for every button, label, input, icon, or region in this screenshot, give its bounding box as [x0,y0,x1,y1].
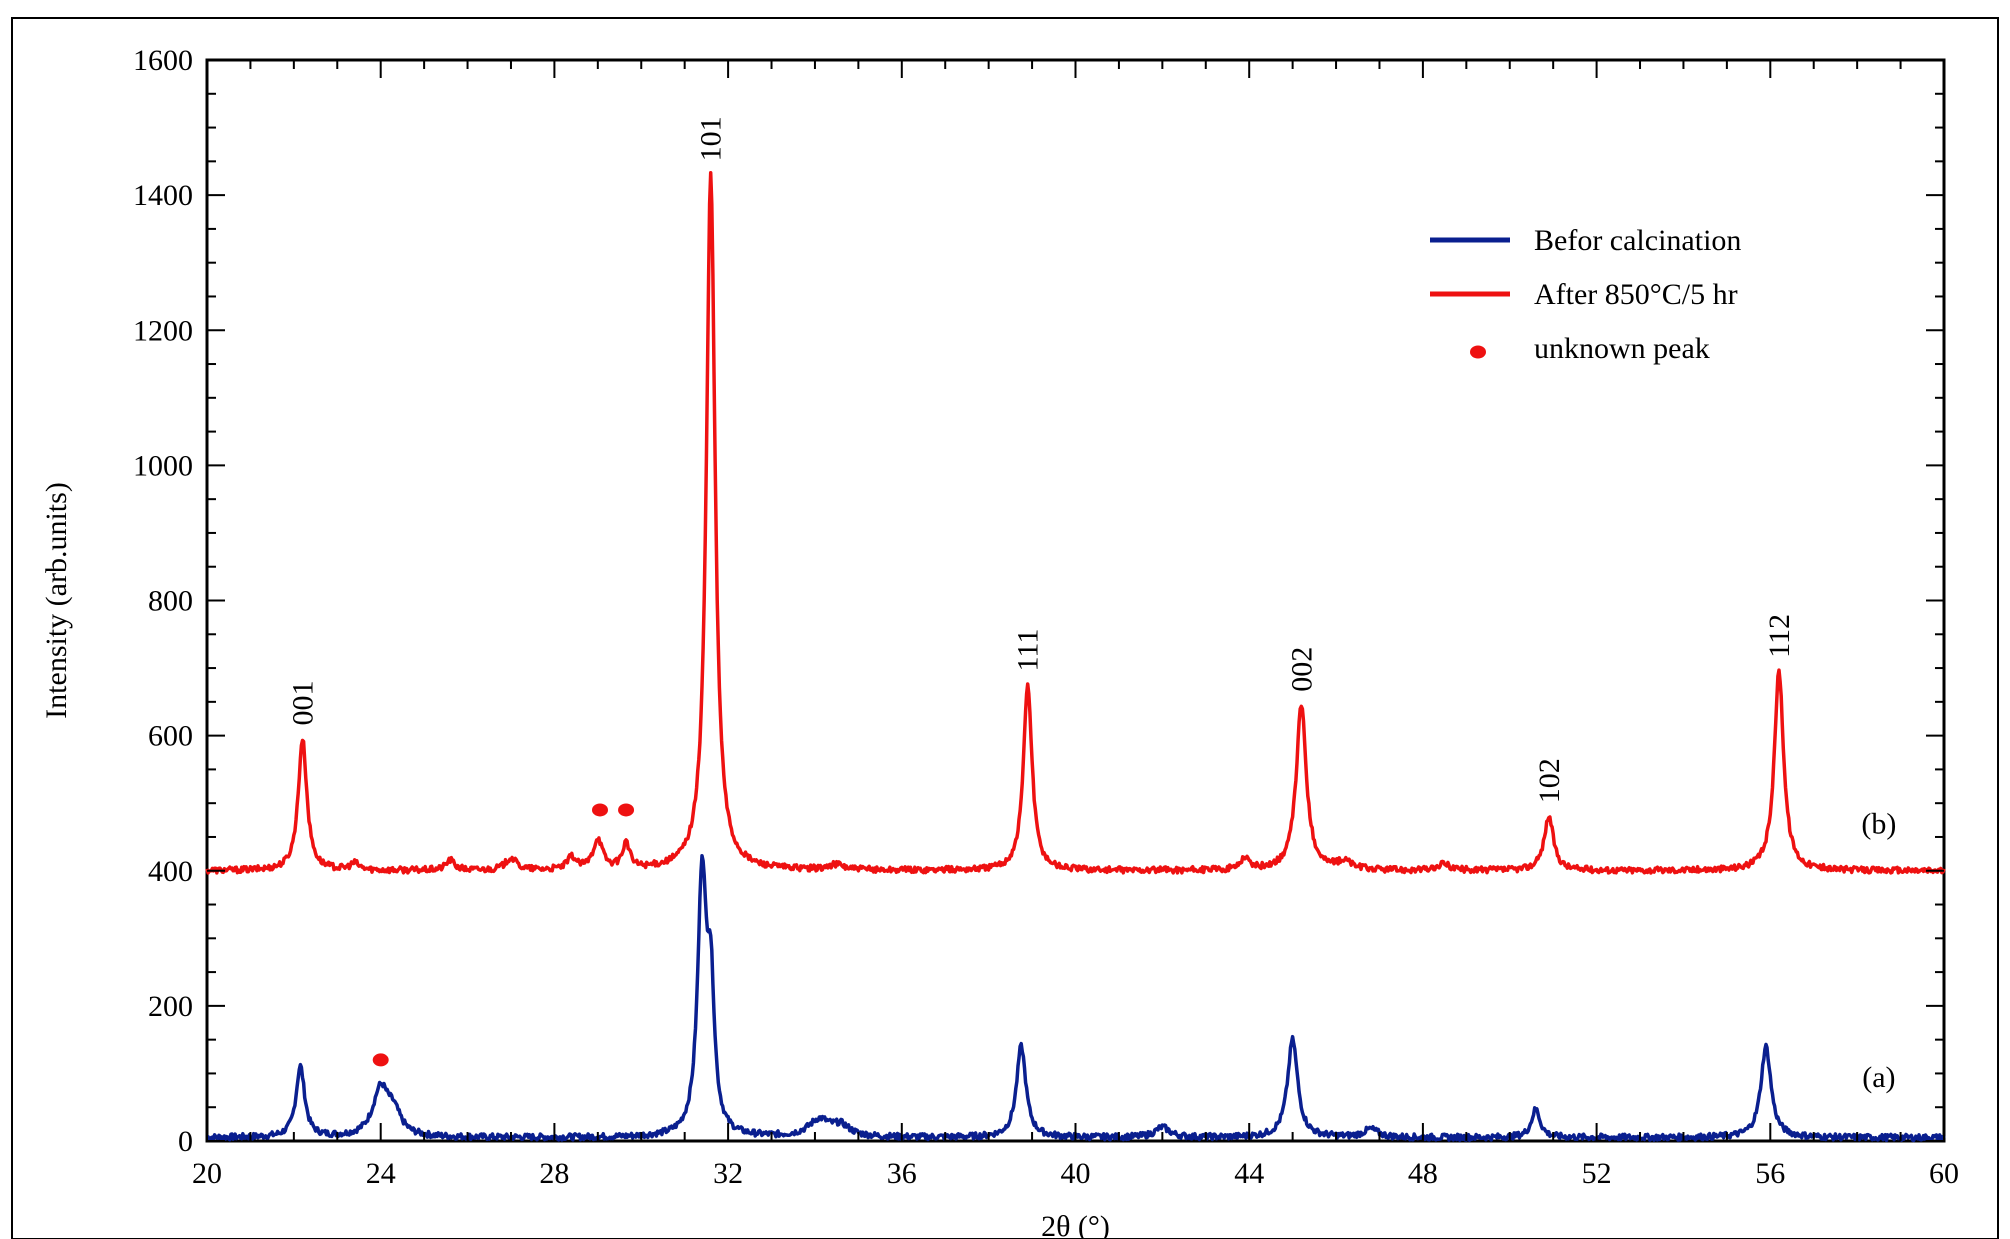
x-tick-label: 48 [1408,1157,1438,1190]
x-axis-title: 2θ (°) [1041,1210,1110,1239]
x-tick-label: 56 [1755,1157,1785,1190]
series-layer [205,171,1946,1143]
y-tick-label: 400 [148,855,193,888]
y-tick-label: 1400 [133,179,193,212]
x-tick-label: 44 [1234,1157,1264,1190]
series-line-after [205,171,1946,875]
annotation-layer: 001 101 111 002 102 112 (b) (a) [287,116,1897,1094]
y-tick-label: 600 [148,720,193,753]
y-tick-label: 1000 [133,449,193,482]
y-tick-label: 1200 [133,314,193,347]
legend-label: unknown peak [1534,332,1710,365]
y-tick-label: 200 [148,990,193,1023]
y-axis-title: Intensity (arb.units) [40,482,73,719]
plot-area [205,58,1946,1143]
y-tick-label: 800 [148,585,193,618]
peak-label: 112 [1763,614,1796,658]
legend-dot [1470,345,1486,359]
peak-label: 001 [287,680,320,725]
x-tick-label: 40 [1061,1157,1091,1190]
x-tick-label: 60 [1929,1157,1959,1190]
peak-label: 102 [1533,758,1566,803]
x-tick-label: 28 [539,1157,569,1190]
x-tick-label: 32 [713,1157,743,1190]
x-tick-label: 52 [1582,1157,1612,1190]
legend-label: After 850°C/5 hr [1534,278,1738,311]
unknown-peak-marker [372,1053,389,1067]
y-tick-label: 1600 [133,44,193,77]
peak-label: 101 [695,116,728,161]
x-tick-label: 20 [192,1157,222,1190]
x-tick-label: 24 [366,1157,396,1190]
peak-label: 002 [1285,647,1318,692]
unknown-peak-marker [618,803,635,817]
plot-frame [205,58,1946,1143]
peak-label: 111 [1012,629,1045,672]
legend-label: Befor calcination [1534,224,1741,257]
x-tick-label: 36 [887,1157,917,1190]
series-line-before [206,853,1946,1143]
curve-label: (b) [1861,808,1896,841]
legend: Befor calcination After 850°C/5 hr unknown… [1430,224,1741,365]
curve-label: (a) [1862,1061,1895,1094]
figure-border [11,17,1999,1239]
ticks-layer: 20 24 28 32 36 40 44 48 52 56 60020040060080010001… [133,44,1959,1190]
y-tick-label: 0 [178,1125,193,1158]
unknown-peak-marker [591,803,608,817]
